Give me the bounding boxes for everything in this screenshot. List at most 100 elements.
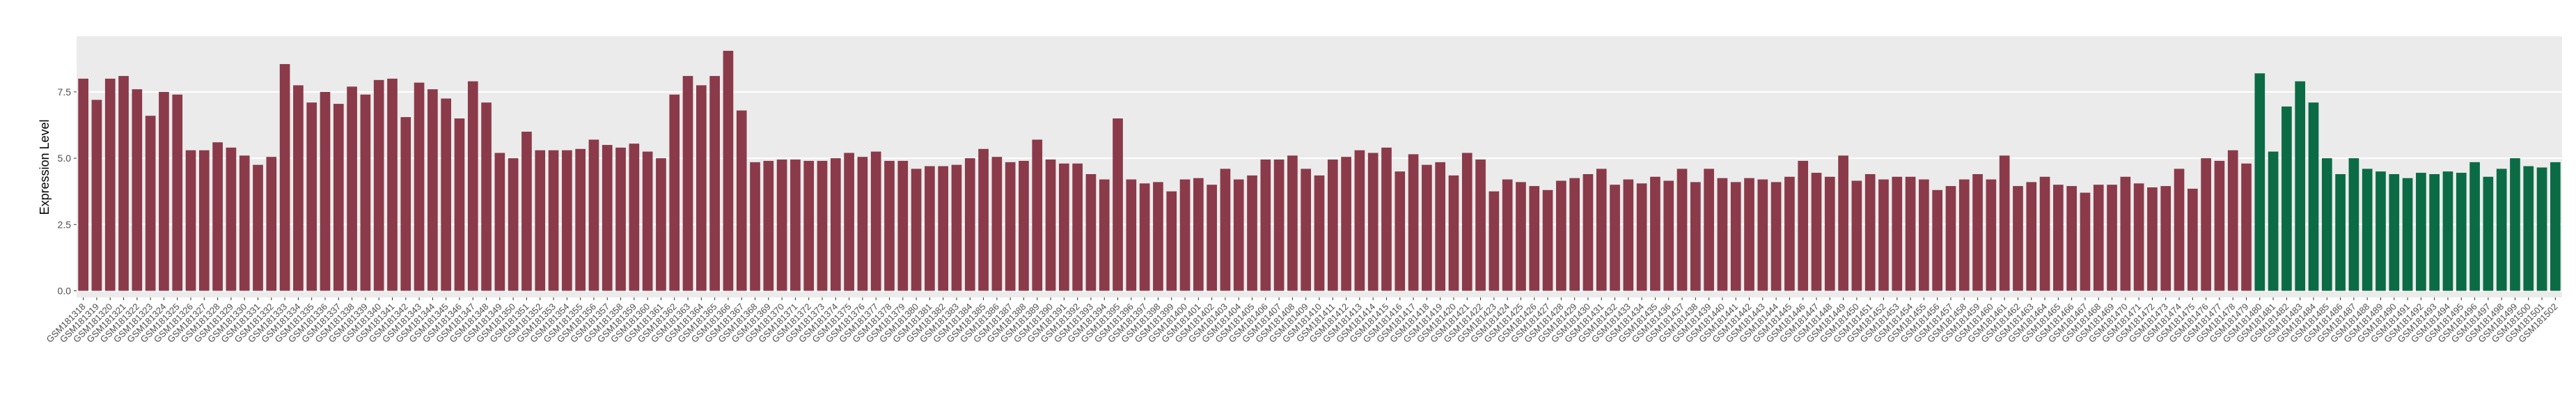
bar xyxy=(1301,169,1312,291)
bar xyxy=(884,160,895,291)
bar xyxy=(2147,187,2158,291)
bar xyxy=(750,162,760,291)
bar xyxy=(964,158,975,291)
bar xyxy=(978,148,989,291)
bar xyxy=(1556,180,1566,291)
bar xyxy=(2066,186,2077,291)
bar xyxy=(1744,178,1754,291)
bar xyxy=(1099,179,1110,291)
bar xyxy=(226,147,237,291)
bar xyxy=(1972,173,1983,291)
bar xyxy=(1233,179,1244,291)
bar xyxy=(387,78,398,291)
bar xyxy=(454,118,465,291)
bar xyxy=(441,98,452,291)
bar xyxy=(253,164,263,291)
bar xyxy=(2308,102,2319,291)
bar xyxy=(400,117,411,291)
bar xyxy=(185,150,196,291)
bar xyxy=(1475,160,1486,291)
bar xyxy=(2227,150,2238,291)
bar xyxy=(2093,185,2104,291)
bar xyxy=(602,145,613,291)
bar xyxy=(642,151,653,291)
bar xyxy=(279,63,290,291)
bar xyxy=(1986,179,1997,291)
bar xyxy=(1408,154,1419,291)
bar xyxy=(427,89,438,291)
bar xyxy=(2039,176,2050,291)
bar xyxy=(159,91,169,291)
bar xyxy=(2282,106,2292,291)
bar xyxy=(508,158,519,291)
bar xyxy=(682,76,693,291)
bar xyxy=(1207,185,1217,291)
bar xyxy=(575,148,586,291)
bar xyxy=(1905,176,1916,291)
bar xyxy=(1516,182,1526,291)
bar xyxy=(2174,169,2185,291)
bar xyxy=(1395,171,1406,291)
bar xyxy=(1892,176,1903,291)
bar xyxy=(1139,183,1150,291)
bar xyxy=(1287,155,1298,291)
bar xyxy=(776,160,787,291)
bar xyxy=(2013,186,2023,291)
bar xyxy=(132,89,143,291)
bar xyxy=(293,85,304,291)
bar xyxy=(2295,81,2306,291)
bar xyxy=(1757,179,1768,291)
y-tick-label: 0.0 xyxy=(58,285,72,296)
bar xyxy=(1072,163,1083,291)
bar xyxy=(588,139,599,291)
bar xyxy=(803,160,815,291)
bar xyxy=(1448,175,1459,291)
bar xyxy=(2496,169,2507,291)
bar xyxy=(1798,160,1809,291)
bar xyxy=(2026,182,2037,291)
bar xyxy=(1273,160,1285,291)
y-tick-label: 2.5 xyxy=(58,219,72,230)
bar xyxy=(2268,151,2279,291)
bar xyxy=(870,151,881,291)
bar xyxy=(1461,153,1472,291)
bar xyxy=(817,160,828,291)
bar xyxy=(333,104,344,291)
bar xyxy=(1247,175,1257,291)
bar xyxy=(1636,183,1647,291)
bar xyxy=(118,76,129,291)
bar xyxy=(1676,169,1688,291)
bar xyxy=(1851,180,1862,291)
bar xyxy=(2510,158,2520,291)
bar xyxy=(2550,162,2561,291)
bar xyxy=(830,158,841,291)
bar xyxy=(1824,176,1835,291)
bar xyxy=(145,116,156,291)
bar xyxy=(78,78,88,291)
bar xyxy=(2375,171,2386,291)
bar xyxy=(736,110,747,291)
y-tick-label: 5.0 xyxy=(58,153,72,164)
bar xyxy=(951,164,962,291)
bar xyxy=(925,166,935,291)
bar xyxy=(481,102,492,291)
bar xyxy=(2348,158,2359,291)
bar xyxy=(1569,178,1580,291)
bar xyxy=(2429,173,2440,291)
bar xyxy=(2133,183,2144,291)
bar xyxy=(1489,191,1500,291)
bar xyxy=(1502,179,1513,291)
bar xyxy=(1085,173,1097,291)
bar xyxy=(2321,158,2332,291)
bar xyxy=(1435,162,1446,291)
bar xyxy=(1059,163,1069,291)
bar xyxy=(548,150,559,291)
bar xyxy=(306,102,317,291)
bar xyxy=(266,157,277,291)
bar xyxy=(1381,147,1392,291)
bar xyxy=(656,158,666,291)
bar xyxy=(521,132,532,291)
bar xyxy=(615,147,626,291)
bar xyxy=(1582,173,1594,291)
